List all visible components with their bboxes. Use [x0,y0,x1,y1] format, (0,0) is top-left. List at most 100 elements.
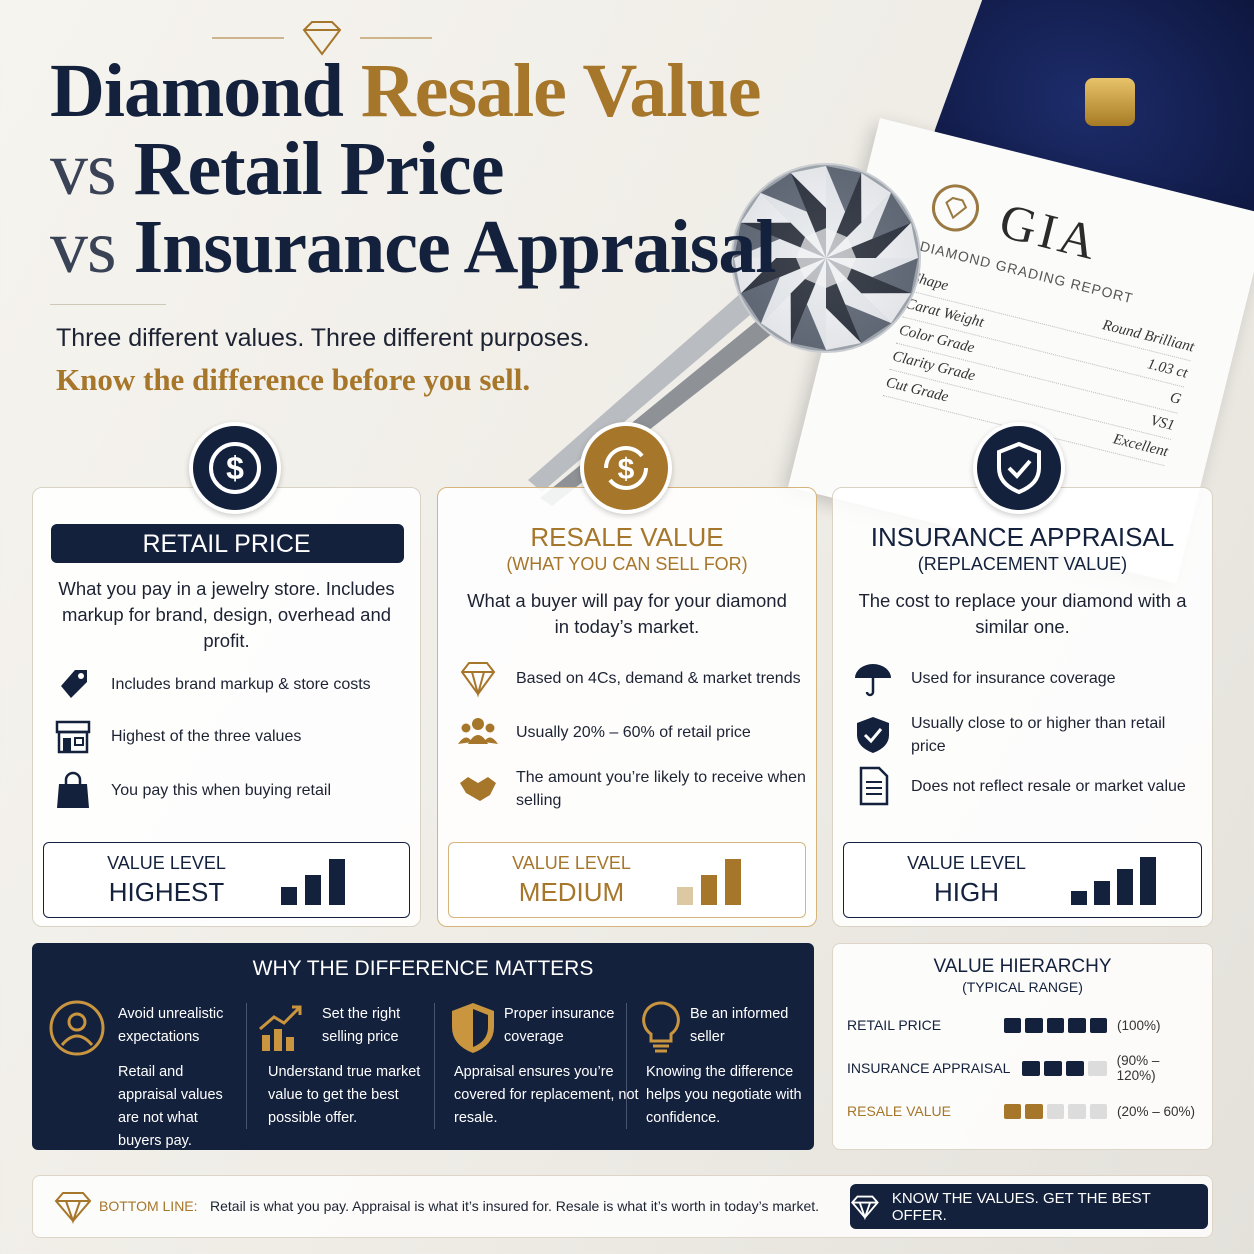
hierarchy-segment [1066,1060,1085,1076]
shield-check-icon-part [997,441,1041,495]
card-title-pill [51,524,404,563]
level-bars [677,857,745,905]
gia-logo-row: GIA [924,174,1219,300]
level-bar [1140,857,1156,905]
diamond-icon [54,1192,92,1224]
why-item: Proper insurance coverage Appraisal ensu… [444,999,639,1133]
retail-card: RETAIL PRICE What you pay in a jewelry s… [32,487,421,927]
title-part: Diamond [50,49,344,133]
hierarchy-row: RETAIL PRICE (100%) [847,1014,1202,1036]
exchange-icon-part [604,446,644,469]
shield-check-icon-part [1007,459,1032,479]
why-item: Avoid unrealistic expectations Retail an… [48,999,243,1149]
growth-icon-part [274,1029,282,1051]
title-ornament [212,21,432,56]
point-text: Does not reflect resale or market value [911,777,1186,795]
umbrella-icon [855,664,891,697]
level-bars [281,857,349,905]
cta-button[interactable]: KNOW THE VALUES. GET THE BEST OFFER. [850,1184,1208,1229]
facet [861,173,892,223]
hierarchy-segment [1025,1017,1043,1033]
exchange-icon-part [608,467,648,490]
store-icon-part [55,720,91,734]
hierarchy-label: RESALE VALUE [847,1103,952,1119]
card-description: What a buyer will pay for your diamond i… [467,590,787,637]
value-level: HIGH [934,877,999,907]
exchange-icon-part: $ [618,453,635,486]
diamond-photo [731,163,921,353]
document-icon-part [859,766,889,806]
gia-value: G [1168,389,1183,408]
card-point: Includes brand markup & store costs [53,664,410,704]
title-part: Insurance Appraisal [133,205,777,289]
hierarchy-panel: VALUE HIERARCHY (TYPICAL RANGE) RETAIL P… [832,943,1213,1150]
tag-icon [61,670,87,698]
why-panel: WHY THE DIFFERENCE MATTERS Avoid unreali… [32,943,814,1150]
hierarchy-range: (100%) [1117,1017,1161,1033]
hierarchy-segment [1089,1017,1108,1033]
facet [861,293,911,324]
umbrella-icon-part [865,678,875,697]
insurance-card: INSURANCE APPRAISAL (REPLACEMENT VALUE) … [832,487,1213,927]
facet [872,258,918,294]
bag-icon [57,771,89,808]
title-part: Resale Value [360,49,762,133]
separator [434,1003,435,1129]
why-item: Be an informed seller Knowing the differ… [636,999,808,1133]
point-text: Includes brand markup & store costs [111,675,371,693]
bulb-icon-part [653,1044,669,1053]
card-point: Based on 4Cs, demand & market trends [458,658,806,698]
why-item: Set the right selling price Understand t… [254,999,449,1133]
level-bar [725,859,741,905]
facet [790,166,826,208]
level-bar [329,859,345,905]
diamond-icon [851,1195,879,1220]
level-bar [305,875,321,905]
why-heading: Proper insurance coverage [504,1006,615,1045]
value-level: MEDIUM [518,877,625,907]
card-point: Does not reflect resale or market value [853,766,1202,806]
shield-icon-part [857,717,889,753]
hierarchy-label: INSURANCE APPRAISAL [847,1060,1011,1076]
diamond-icon [460,662,496,698]
title-line: vs Retail Price [50,130,776,208]
handshake-icon [460,777,496,801]
title-part: vs [50,205,117,289]
point-text: Based on 4Cs, demand & market trends [516,669,801,687]
hierarchy-segment [1043,1060,1063,1076]
document-icon-part [866,781,882,795]
exchange-icon: $ [604,446,648,490]
hierarchy-segment [1004,1103,1022,1119]
point-text: Usually close to or higher than retail p… [911,715,1166,755]
store-icon-part [74,737,84,746]
document-icon [859,766,889,806]
card-title: RETAIL PRICE [142,530,311,558]
hierarchy-bar [1004,1103,1108,1119]
value-level-label: VALUE LEVEL [907,853,1026,873]
card-title: INSURANCE APPRAISAL [870,522,1175,552]
facet [734,222,780,258]
store-icon-part [63,738,71,752]
bottom-label: BOTTOM LINE: [99,1198,198,1214]
store-icon-part [57,730,89,754]
hierarchy-segment [1004,1017,1022,1033]
cta-text[interactable]: KNOW THE VALUES. GET THE BEST OFFER. [891,1189,1151,1224]
handshake-icon-part [460,777,496,801]
shield-check-icon [997,441,1041,495]
people-icon-part [485,723,495,733]
store-icon [55,720,91,754]
shield-icon-part [863,728,883,744]
hierarchy-label: RETAIL PRICE [847,1017,942,1033]
level-bars [1071,857,1157,905]
hierarchy-bar [1021,1060,1107,1076]
bottom-text: Retail is what you pay. Appraisal is wha… [210,1198,820,1214]
hierarchy-segment [1068,1103,1086,1119]
card-title: RESALE VALUE [530,522,724,552]
shield-icon-part [473,1009,488,1047]
person-icon [49,1000,105,1056]
point-text: Highest of the three values [111,727,302,745]
point-text: The amount you’re likely to receive when… [516,769,806,809]
facet [826,308,862,350]
card-description: What you pay in a jewelry store. Include… [58,578,395,651]
people-icon-part [472,718,484,730]
